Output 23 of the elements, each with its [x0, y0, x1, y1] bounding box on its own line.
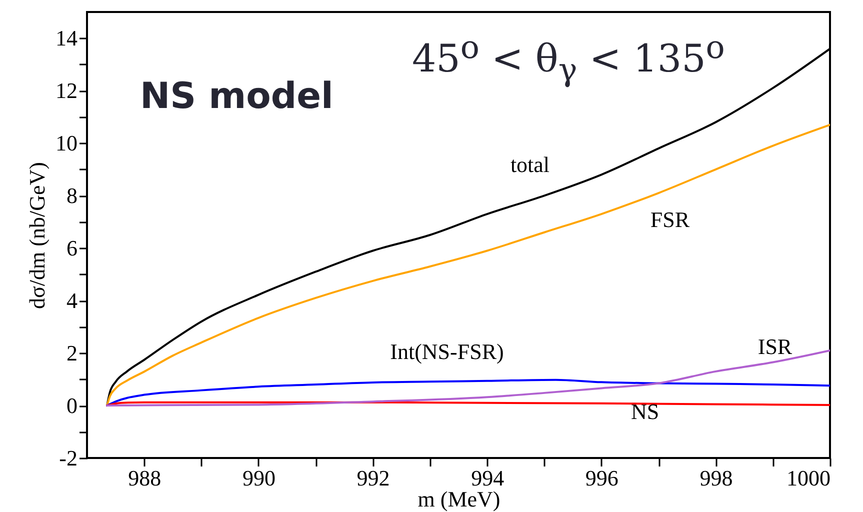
- annotation: NS: [630, 399, 660, 425]
- y-tick-label: 6: [66, 236, 78, 261]
- y-tick-label: 8: [66, 183, 78, 208]
- annotation: total: [510, 152, 550, 178]
- x-tick-label: 992: [356, 466, 390, 490]
- y-tick-label: 10: [56, 130, 78, 156]
- annotation: FSR: [650, 207, 690, 233]
- x-tick-label: 990: [242, 466, 276, 490]
- y-tick-label: 4: [66, 288, 78, 314]
- y-tick-label: 2: [66, 340, 78, 366]
- y-tick-label: -2: [59, 446, 78, 470]
- x-tick-label: 1000: [786, 466, 830, 490]
- x-tick-label: 988: [128, 466, 162, 490]
- annotation: NS model: [140, 76, 334, 117]
- y-tick-label: 0: [66, 393, 78, 418]
- x-tick-label: 996: [585, 466, 618, 490]
- annotation: 45$^{o}$ < θ$_{γ}$ < 135$^{o}$: [412, 30, 725, 88]
- annotation: Int(NS-FSR): [390, 339, 504, 365]
- y-tick-label: 14: [56, 26, 78, 51]
- x-tick-label: 998: [700, 466, 733, 490]
- annotation: ISR: [758, 334, 792, 360]
- y-tick-label: 12: [56, 78, 78, 104]
- y-axis-title: dσ/dm (nb/GeV): [24, 162, 50, 309]
